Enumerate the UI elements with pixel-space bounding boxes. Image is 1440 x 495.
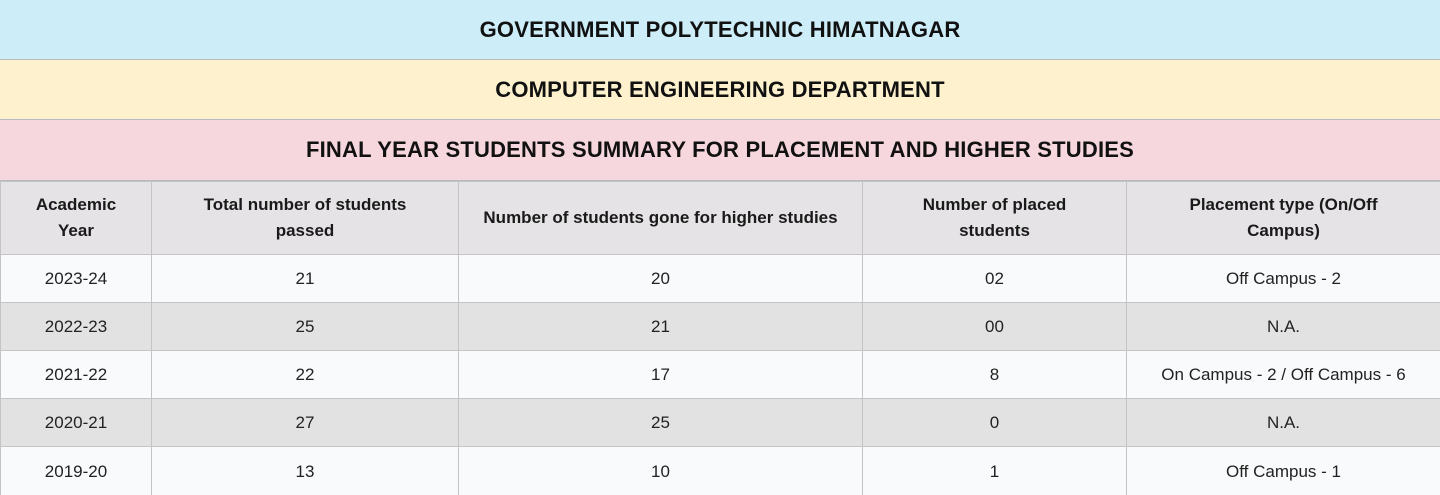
cell-placed-students: 00	[862, 302, 1127, 351]
cell-higher-studies: 17	[458, 350, 863, 399]
banner-department-title: COMPUTER ENGINEERING DEPARTMENT	[0, 60, 1440, 120]
cell-higher-studies: 25	[458, 398, 863, 447]
cell-placed-students: 02	[862, 254, 1127, 303]
department-title-text: COMPUTER ENGINEERING DEPARTMENT	[495, 76, 945, 102]
cell-placement-type: N.A.	[1126, 398, 1440, 447]
cell-academic-year: 2022-23	[0, 302, 152, 351]
table-row-2023-24: 2023-24 21 20 02 Off Campus - 2	[0, 254, 1440, 303]
cell-placement-type: N.A.	[1126, 302, 1440, 351]
cell-placement-type: Off Campus - 1	[1126, 446, 1440, 495]
column-header-students-passed: Total number of students passed	[151, 181, 459, 255]
cell-academic-year: 2023-24	[0, 254, 152, 303]
cell-students-passed: 27	[151, 398, 459, 447]
cell-higher-studies: 10	[458, 446, 863, 495]
column-header-academic-year: Academic Year	[0, 181, 152, 255]
column-header-placement-type: Placement type (On/Off Campus)	[1126, 181, 1440, 255]
cell-placed-students: 0	[862, 398, 1127, 447]
banner-institute-title: GOVERNMENT POLYTECHNIC HIMATNAGAR	[0, 0, 1440, 60]
cell-students-passed: 22	[151, 350, 459, 399]
placement-summary-table: Academic Year Total number of students pa…	[0, 181, 1440, 495]
cell-students-passed: 21	[151, 254, 459, 303]
cell-academic-year: 2020-21	[0, 398, 152, 447]
cell-placement-type: Off Campus - 2	[1126, 254, 1440, 303]
cell-higher-studies: 20	[458, 254, 863, 303]
table-row-2020-21: 2020-21 27 25 0 N.A.	[0, 398, 1440, 447]
cell-academic-year: 2019-20	[0, 446, 152, 495]
column-header-placed-students: Number of placed students	[862, 181, 1127, 255]
cell-students-passed: 13	[151, 446, 459, 495]
cell-students-passed: 25	[151, 302, 459, 351]
table-row-2022-23: 2022-23 25 21 00 N.A.	[0, 302, 1440, 351]
column-header-higher-studies: Number of students gone for higher studi…	[458, 181, 863, 255]
cell-placed-students: 8	[862, 350, 1127, 399]
table-header-row: Academic Year Total number of students pa…	[0, 181, 1440, 255]
cell-academic-year: 2021-22	[0, 350, 152, 399]
cell-placement-type: On Campus - 2 / Off Campus - 6	[1126, 350, 1440, 399]
section-title-text: FINAL YEAR STUDENTS SUMMARY FOR PLACEMEN…	[305, 137, 1135, 162]
institute-title-text: GOVERNMENT POLYTECHNIC HIMATNAGAR	[479, 16, 961, 42]
table-row-2021-22: 2021-22 22 17 8 On Campus - 2 / Off Campus -…	[0, 350, 1440, 399]
banner-section-title: FINAL YEAR STUDENTS SUMMARY FOR PLACEMEN…	[0, 120, 1440, 181]
table-row-2019-20: 2019-20 13 10 1 Off Campus - 1	[0, 446, 1440, 495]
cell-higher-studies: 21	[458, 302, 863, 351]
cell-placed-students: 1	[862, 446, 1127, 495]
